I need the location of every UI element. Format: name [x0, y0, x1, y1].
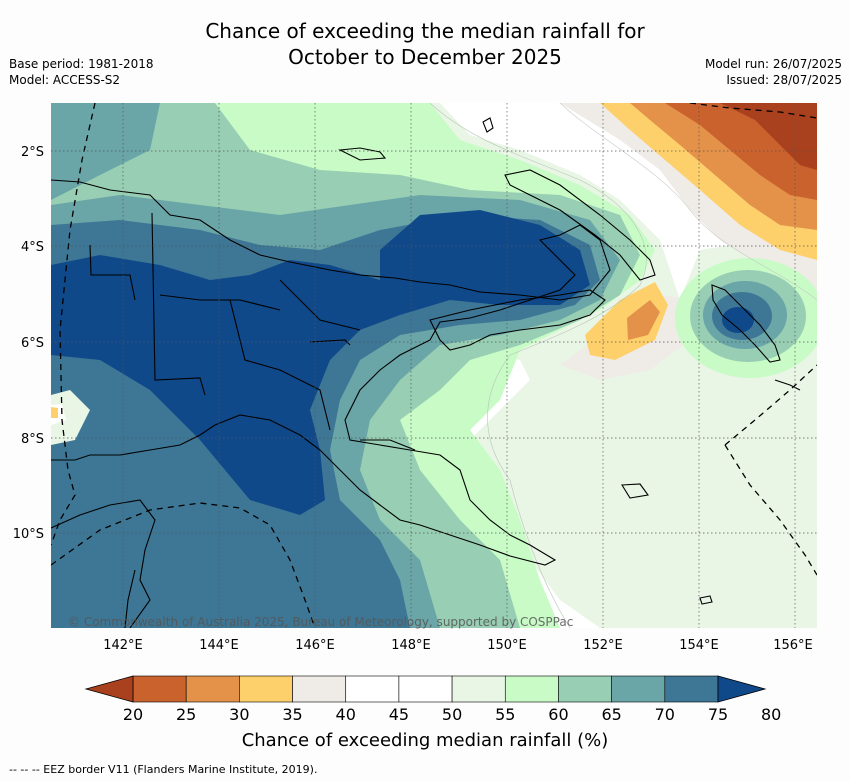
lat-label: 8°S: [21, 432, 44, 447]
colorbar-tick-label: 80: [761, 705, 781, 724]
colorbar-cell: [611, 675, 666, 703]
lon-label: 154°E: [679, 638, 719, 653]
colorbar-cell: [558, 675, 612, 703]
title-line-1: Chance of exceeding the median rainfall …: [205, 19, 645, 43]
map-title: Chance of exceeding the median rainfall …: [0, 18, 850, 70]
lon-label: 150°E: [487, 638, 527, 653]
colorbar-tick-label: 35: [282, 705, 302, 724]
colorbar-tick-label: 45: [389, 705, 409, 724]
colorbar-tick-label: 55: [495, 705, 515, 724]
colorbar-tick-label: 25: [176, 705, 196, 724]
colorbar-cell: [239, 675, 293, 703]
colorbar-tick-label: 65: [601, 705, 621, 724]
latitude-labels: 2°S 4°S 6°S 8°S 10°S: [13, 145, 44, 542]
coastlines: [51, 117, 801, 628]
colorbar-tick-label: 75: [708, 705, 728, 724]
model-name: Model: ACCESS-S2: [9, 73, 121, 87]
run-info: Model run: 26/07/2025 Issued: 28/07/2025: [705, 56, 842, 88]
colorbar-cell: [451, 675, 506, 703]
colorbar-tick-label: 30: [229, 705, 249, 724]
issued-date: Issued: 28/07/2025: [726, 73, 842, 87]
colorbar-high-extension: [717, 675, 767, 703]
lon-label: 152°E: [583, 638, 623, 653]
colorbar-tick-label: 60: [548, 705, 568, 724]
colorbar-tick-label: 50: [442, 705, 462, 724]
colorbar-cell: [398, 675, 453, 703]
probability-field: [51, 103, 817, 628]
lon-label: 142°E: [103, 638, 143, 653]
lat-label: 10°S: [13, 527, 44, 542]
lon-label: 144°E: [199, 638, 239, 653]
colorbar-tick-label: 70: [655, 705, 675, 724]
copyright-note: © Commonwealth of Australia 2025, Bureau…: [68, 615, 573, 629]
title-line-2: October to December 2025: [288, 45, 562, 69]
colorbar-cell: [132, 675, 187, 703]
eez-footnote: -- -- -- EEZ border V11 (Flanders Marine…: [9, 763, 318, 776]
lon-label: 156°E: [773, 638, 813, 653]
colorbar-cell: [504, 675, 559, 703]
colorbar-cell: [664, 675, 719, 703]
base-period: Base period: 1981-2018: [9, 57, 154, 71]
lon-label: 148°E: [391, 638, 431, 653]
lon-label: 146°E: [295, 638, 335, 653]
model-info: Base period: 1981-2018 Model: ACCESS-S2: [9, 56, 154, 88]
colorbar-label: Chance of exceeding median rainfall (%): [241, 730, 609, 751]
model-run-date: Model run: 26/07/2025: [704, 57, 842, 71]
lat-label: 6°S: [21, 336, 44, 351]
colorbar-tick-label: 20: [123, 705, 143, 724]
colorbar-cell: [345, 675, 400, 703]
graticule: [51, 103, 817, 628]
colorbar-cell: [292, 675, 347, 703]
colorbar-low-extension: [84, 675, 134, 703]
longitude-labels: 142°E 144°E 146°E 148°E 150°E 152°E 154°…: [103, 638, 813, 653]
colorbar: 20 25 30 35 40 45 50 55 60 65 70 75 80: [84, 675, 781, 724]
lat-label: 4°S: [21, 240, 44, 255]
lat-label: 2°S: [21, 145, 44, 160]
colorbar-tick-label: 40: [336, 705, 356, 724]
eez-borders: [51, 103, 817, 628]
colorbar-cell: [185, 675, 240, 703]
